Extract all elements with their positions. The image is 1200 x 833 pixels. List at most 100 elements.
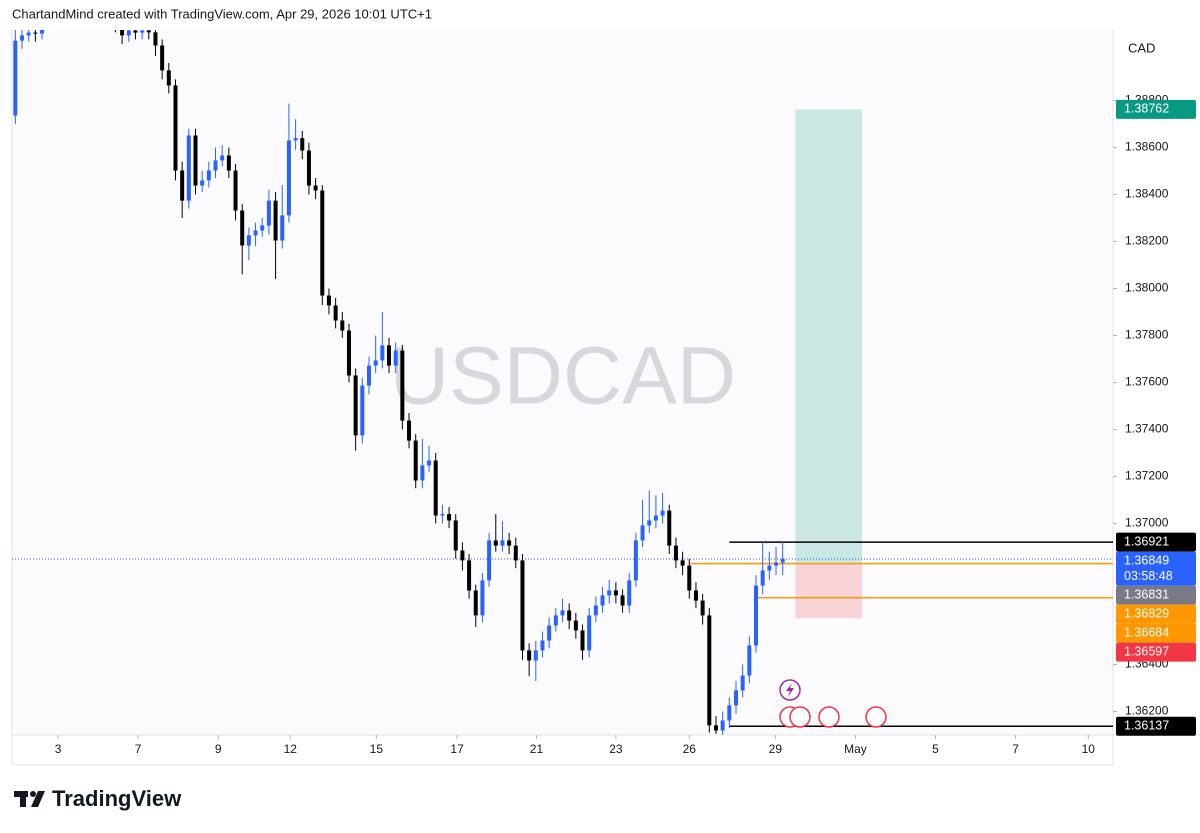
candle-body	[260, 225, 265, 231]
price-label: 1.36849	[1124, 553, 1169, 567]
candle-body	[627, 580, 632, 606]
price-label: 1.38762	[1124, 102, 1169, 116]
x-tick-label: 21	[530, 742, 544, 756]
candle-body	[326, 295, 331, 306]
candle-body	[420, 465, 425, 481]
price-label: 1.36137	[1124, 719, 1169, 733]
candle-body	[433, 460, 438, 516]
watermark: USDCAD	[390, 331, 736, 422]
candle-body	[213, 160, 218, 171]
candle-body	[754, 585, 759, 646]
candle-body	[727, 705, 732, 721]
candle-body	[620, 595, 625, 606]
candle-body	[220, 155, 225, 161]
candle-body	[633, 540, 638, 581]
x-tick-label: 10	[1082, 742, 1096, 756]
y-tick-label: 1.37200	[1125, 469, 1169, 483]
candle-body	[100, 0, 104, 4]
candle-body	[286, 140, 291, 216]
candle-body	[567, 610, 572, 621]
candle-body	[80, 0, 84, 2]
event-icons	[779, 679, 887, 728]
candle-body	[660, 510, 665, 516]
candle-body	[253, 230, 258, 236]
x-tick-label: 3	[55, 742, 62, 756]
price-label: 1.36597	[1124, 644, 1169, 658]
candle-body	[373, 360, 378, 366]
candle-body	[13, 40, 18, 116]
candle-body	[240, 210, 245, 246]
candle-body	[193, 135, 198, 186]
candle-body	[133, 30, 138, 33]
countdown-label: 03:58:48	[1124, 569, 1173, 583]
candle-body	[593, 605, 598, 616]
candle-body	[600, 595, 605, 606]
candle-body	[673, 545, 678, 561]
candle-body	[20, 35, 25, 41]
x-tick-label: 7	[135, 742, 142, 756]
candle-body	[607, 590, 612, 596]
candle-body	[346, 330, 351, 376]
candle-body	[560, 610, 565, 616]
y-tick-label: 1.37400	[1125, 422, 1169, 436]
candle-body	[447, 514, 452, 521]
candle-body	[780, 558, 785, 563]
candle-body	[667, 510, 672, 546]
candle-body	[647, 520, 652, 526]
candle-body	[487, 540, 492, 581]
candle-body	[500, 540, 505, 546]
price-label: 1.36684	[1124, 625, 1169, 639]
candle-body	[533, 650, 538, 661]
y-tick-label: 1.37600	[1125, 375, 1169, 389]
y-tick-label: 1.38000	[1125, 281, 1169, 295]
x-tick-label: 26	[683, 742, 697, 756]
price-label-bg	[1116, 585, 1196, 605]
candle-body	[467, 560, 472, 591]
candle-body	[653, 515, 658, 521]
brand-name: TradingView	[52, 786, 182, 811]
candle-body	[480, 580, 485, 616]
candle-body	[120, 30, 125, 36]
candle-body	[407, 420, 412, 441]
candle-body	[707, 615, 712, 726]
price-label: 1.36829	[1124, 606, 1169, 620]
y-tick-label: 1.38600	[1125, 140, 1169, 154]
candle-body	[233, 170, 238, 211]
candle-body	[387, 345, 392, 366]
candle-body	[613, 590, 618, 596]
candle-body	[520, 560, 525, 651]
y-tick-label: 1.38200	[1125, 234, 1169, 248]
candle-body	[226, 155, 231, 171]
plot	[12, 0, 1113, 735]
candle-body	[206, 170, 211, 181]
candle-body	[160, 45, 165, 71]
candle-body	[507, 540, 512, 546]
candle-body	[333, 305, 338, 321]
x-tick-label: May	[844, 742, 867, 756]
candle-body	[400, 350, 405, 421]
candle-body	[166, 70, 171, 86]
candle-body	[413, 440, 418, 481]
candle-body	[427, 460, 432, 466]
candle-body	[700, 600, 705, 616]
candle-body	[720, 720, 725, 731]
candle-body	[173, 85, 178, 171]
x-tick-label: 29	[769, 742, 783, 756]
candle-body	[587, 615, 592, 651]
candle-body	[687, 565, 692, 591]
candle-body	[293, 138, 298, 141]
x-tick-label: 9	[215, 742, 222, 756]
stop-zone	[795, 563, 863, 619]
price-label-bg	[1116, 551, 1196, 586]
y-tick-label: 1.37800	[1125, 328, 1169, 342]
brand-logo	[14, 791, 45, 807]
candle-body	[774, 562, 779, 566]
candle-body	[540, 640, 545, 651]
candle-body	[340, 320, 345, 331]
candle-body	[140, 30, 145, 33]
candle-body	[640, 525, 645, 541]
candle-body	[33, 32, 38, 34]
price-label-bg	[1116, 716, 1196, 736]
candle-body	[40, 30, 45, 34]
